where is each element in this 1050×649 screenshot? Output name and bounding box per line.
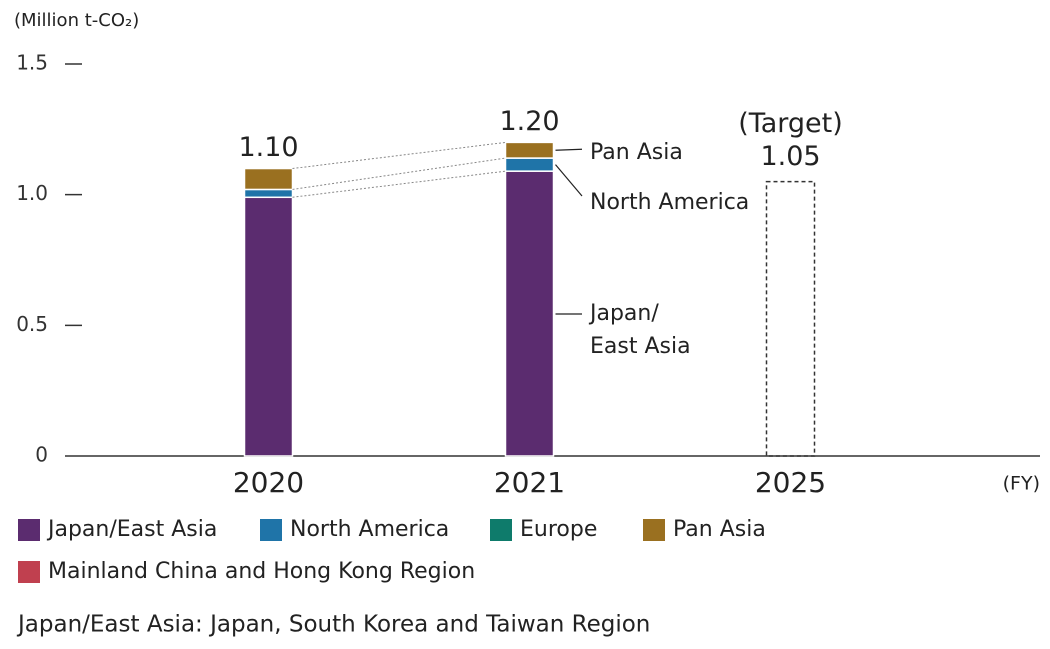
callout-line <box>555 164 583 197</box>
bar-segment <box>504 157 555 172</box>
callout-label: North America <box>590 190 749 215</box>
callout-label: Pan Asia <box>590 140 683 165</box>
legend-label: Mainland China and Hong Kong Region <box>48 559 475 584</box>
legend-swatch <box>18 561 40 583</box>
footnote: Japan/East Asia: Japan, South Korea and … <box>16 612 650 638</box>
legend-swatch <box>490 519 512 541</box>
legend-swatch <box>18 519 40 541</box>
callout-line <box>555 148 583 151</box>
callout-label: Japan/ <box>588 301 659 326</box>
value-label: 1.20 <box>499 106 559 137</box>
y-tick-label: 0.5 <box>16 312 48 336</box>
legend-swatch <box>260 519 282 541</box>
legend-label: Europe <box>520 517 597 542</box>
legend-label: North America <box>290 517 449 542</box>
callout-label: East Asia <box>590 334 691 359</box>
y-tick-label: 1.5 <box>16 51 48 75</box>
connector-line <box>292 157 506 190</box>
target-label: (Target) <box>738 108 843 139</box>
bar-segment <box>243 167 294 191</box>
y-tick-label: 0 <box>35 443 48 467</box>
bar-segment <box>504 141 555 159</box>
x-tick-label: 2021 <box>494 466 565 499</box>
legend-label: Pan Asia <box>673 517 766 542</box>
y-axis-label: (Million t-CO₂) <box>14 10 139 31</box>
bar-segment <box>243 196 294 457</box>
x-tick-label: 2020 <box>233 466 304 499</box>
connector-line <box>292 141 506 170</box>
bar-segment <box>504 170 555 457</box>
value-label: 1.10 <box>238 132 298 163</box>
bar-segment <box>243 188 294 199</box>
legend-swatch <box>643 519 665 541</box>
y-tick-label: 1.0 <box>16 181 48 205</box>
legend-label: Japan/East Asia <box>46 517 217 542</box>
connector-line <box>292 170 506 198</box>
target-bar <box>765 180 816 457</box>
x-axis-label: (FY) <box>1003 473 1040 495</box>
x-tick-label: 2025 <box>755 466 826 499</box>
value-label: 1.05 <box>760 141 820 172</box>
